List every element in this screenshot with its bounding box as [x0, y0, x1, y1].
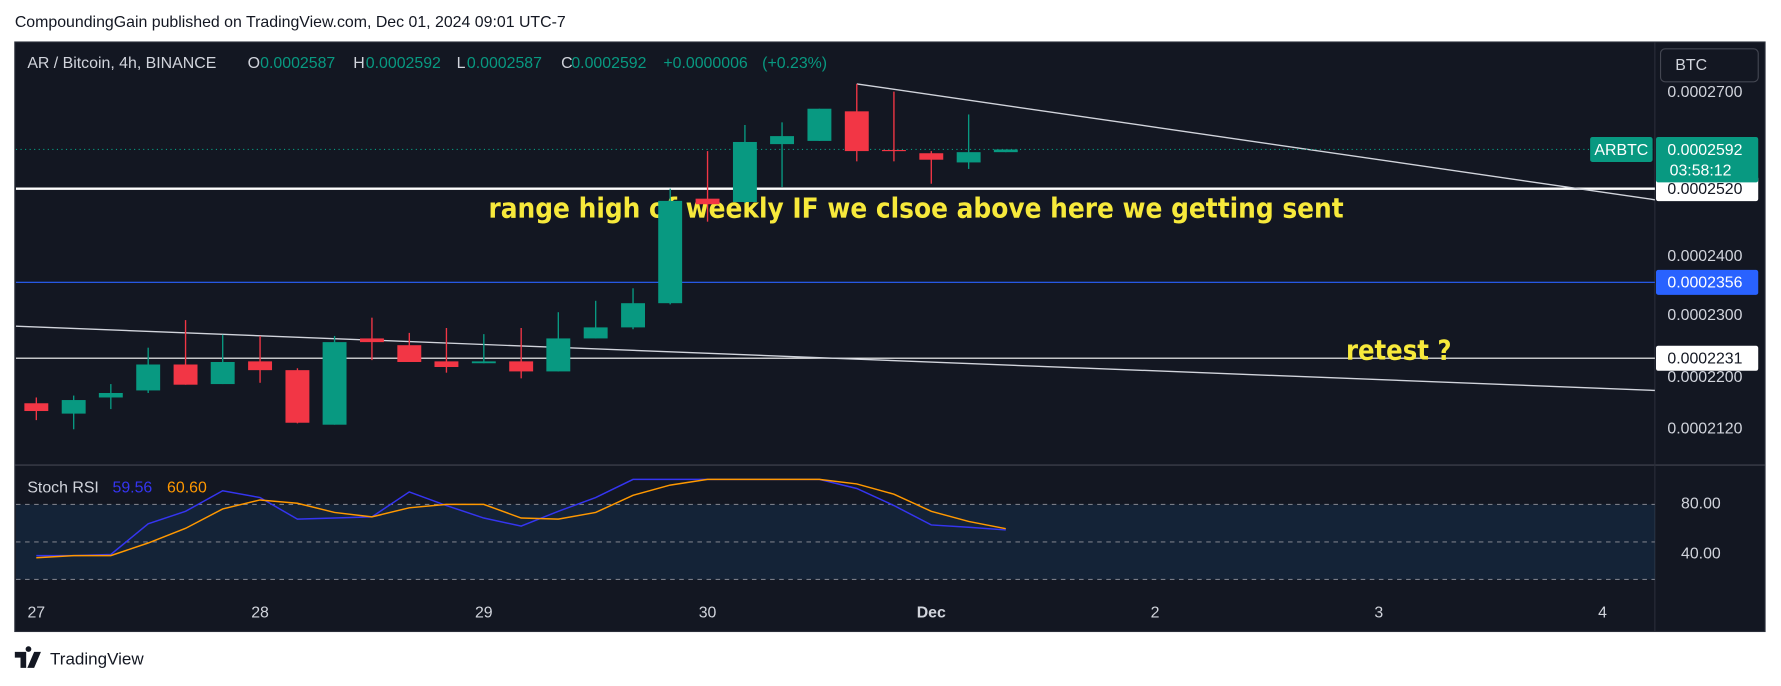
x-tick-label: 4 [1598, 605, 1607, 622]
legend-close-letter: C [561, 55, 572, 72]
price-label: 0.0002520 [1667, 181, 1742, 198]
y-tick-label: 0.0002120 [1667, 420, 1742, 437]
candle-body [732, 141, 757, 203]
candle-body [471, 361, 496, 364]
candle-body [173, 364, 198, 385]
candle-body [546, 338, 571, 372]
ticker-tag [1590, 136, 1653, 162]
candle-body [434, 361, 459, 368]
candle-body [509, 361, 534, 372]
x-tick-label: 30 [699, 605, 717, 622]
candle-body [583, 327, 608, 339]
last-price-label: 0.0002592 [1667, 142, 1742, 159]
countdown: 03:58:12 [1670, 162, 1732, 179]
legend-change-pct: (+0.23%) [762, 55, 827, 72]
candle-body [61, 400, 86, 414]
candle-body [881, 150, 906, 152]
y-tick-label: 0.0002400 [1667, 248, 1742, 265]
logo-text: TradingView [50, 649, 144, 668]
legend-open-letter: O [248, 55, 260, 72]
legend-open-value: 0.0002587 [260, 55, 335, 72]
legend-low-value: 0.0002587 [467, 55, 542, 72]
legend-high-value: 0.0002592 [366, 55, 441, 72]
candle-body [621, 303, 645, 328]
currency-button[interactable] [1659, 48, 1759, 83]
ticker-label: ARBTC [1594, 142, 1648, 159]
legend-high-letter: H [353, 55, 364, 72]
candle-body [248, 361, 273, 371]
candle-body [993, 149, 1018, 153]
x-tick-label: 28 [251, 605, 269, 622]
x-tick-label: 2 [1151, 605, 1160, 622]
rsi-value: 60.60 [167, 480, 207, 497]
candle-body [919, 153, 944, 160]
rsi-value: 59.56 [113, 480, 153, 497]
price-label: 0.0002231 [1667, 351, 1742, 368]
rsi-tick-label: 80.00 [1681, 496, 1721, 513]
price-label-box [1656, 345, 1759, 371]
logo-mark [14, 646, 41, 668]
y-tick-label: 0.0002300 [1667, 307, 1742, 324]
legend-close-value: 0.0002592 [571, 55, 646, 72]
candle-body [98, 392, 123, 398]
currency-button-label[interactable]: BTC [1675, 57, 1707, 74]
chart-frame [14, 41, 1766, 633]
candle-body [285, 370, 310, 423]
candle-body [397, 345, 422, 362]
x-tick-label: 3 [1374, 605, 1383, 622]
legend-low-letter: L [457, 55, 466, 72]
candle-body [136, 364, 161, 391]
price-label-box [1656, 269, 1759, 295]
candle-body [956, 152, 981, 163]
publish-header: CompoundingGain published on TradingView… [15, 14, 566, 31]
y-tick-label: 0.0002200 [1667, 369, 1742, 386]
tradingview-logo: TradingView [14, 646, 144, 668]
candle-body [807, 108, 832, 141]
rsi-tick-label: 40.00 [1681, 546, 1721, 563]
trendline [856, 83, 1655, 201]
x-tick-label: Dec [917, 605, 946, 622]
y-tick-label: 0.0002700 [1667, 84, 1742, 101]
annotation: range high of weekly IF we clsoe above h… [488, 194, 1343, 225]
candle-body [24, 403, 49, 412]
rsi-line [36, 478, 1006, 559]
price-label-box [1656, 176, 1759, 202]
annotation: retest ? [1346, 336, 1452, 367]
last-price-box [1656, 136, 1759, 183]
x-tick-label: 29 [475, 605, 493, 622]
candle-body [844, 111, 869, 152]
candle-body [210, 361, 235, 385]
candle-body [695, 198, 720, 205]
chart: 0.00027000.00024000.00023000.00022000.00… [14, 42, 1766, 632]
legend-change: +0.0000006 [663, 55, 748, 72]
rsi-line [36, 478, 1006, 557]
price-label: 0.0002356 [1667, 275, 1742, 292]
candle-body [658, 200, 683, 304]
candle-body [322, 342, 347, 425]
candle-body [359, 338, 384, 343]
rsi-title: Stoch RSI [27, 480, 99, 497]
candle-body [770, 136, 795, 145]
x-tick-label: 27 [27, 605, 45, 622]
trendline [15, 325, 1655, 392]
legend-symbol: AR / Bitcoin, 4h, BINANCE [27, 55, 216, 72]
